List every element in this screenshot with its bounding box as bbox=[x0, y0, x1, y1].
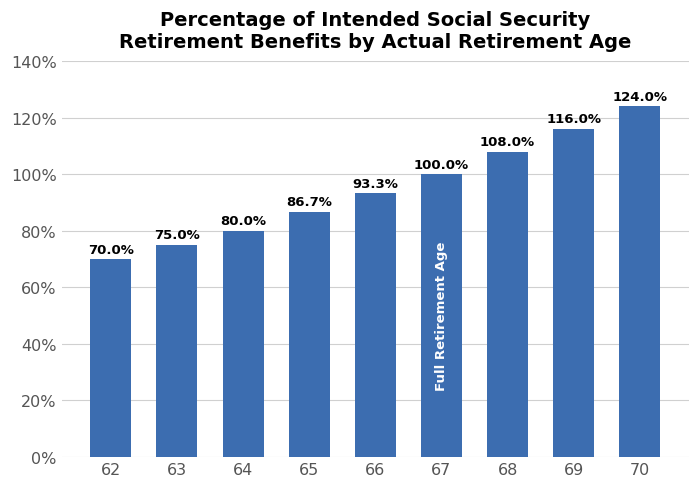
Text: 80.0%: 80.0% bbox=[220, 215, 266, 228]
Bar bbox=[156, 245, 197, 457]
Text: 100.0%: 100.0% bbox=[414, 159, 469, 171]
Bar bbox=[223, 231, 263, 457]
Text: 108.0%: 108.0% bbox=[480, 136, 536, 149]
Text: 124.0%: 124.0% bbox=[612, 91, 667, 103]
Title: Percentage of Intended Social Security
Retirement Benefits by Actual Retirement : Percentage of Intended Social Security R… bbox=[119, 11, 631, 52]
Bar bbox=[355, 194, 395, 457]
Bar bbox=[553, 130, 594, 457]
Text: Full Retirement Age: Full Retirement Age bbox=[435, 242, 448, 390]
Bar bbox=[487, 152, 528, 457]
Text: 75.0%: 75.0% bbox=[154, 229, 199, 242]
Text: 70.0%: 70.0% bbox=[88, 243, 134, 256]
Bar bbox=[90, 260, 131, 457]
Text: 86.7%: 86.7% bbox=[286, 196, 332, 209]
Bar bbox=[421, 175, 462, 457]
Bar bbox=[288, 212, 330, 457]
Text: 93.3%: 93.3% bbox=[352, 177, 398, 190]
Text: 116.0%: 116.0% bbox=[546, 113, 601, 126]
Bar bbox=[620, 107, 660, 457]
